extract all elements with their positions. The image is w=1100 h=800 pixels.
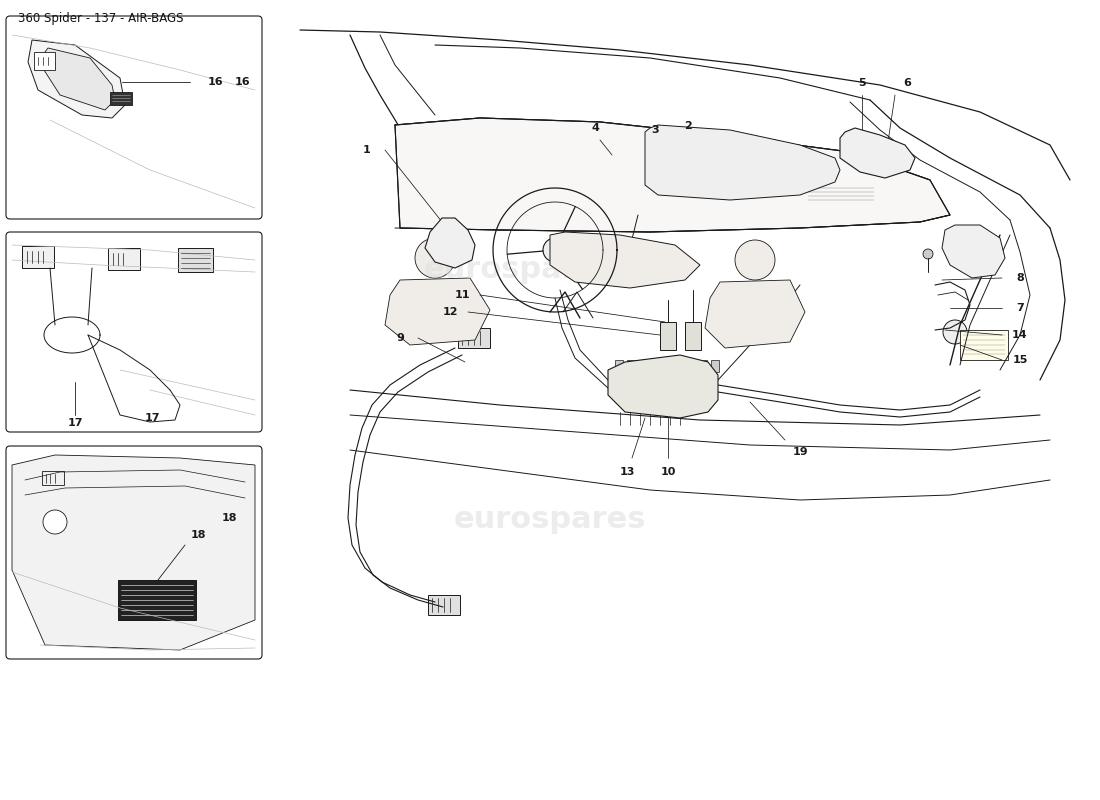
Bar [960,330,1008,360]
Polygon shape [608,355,718,418]
Text: 360 Spider - 137 - AIR-BAGS: 360 Spider - 137 - AIR-BAGS [18,12,184,25]
Text: eurospares: eurospares [424,255,616,285]
Text: 13: 13 [619,467,635,477]
Circle shape [954,234,990,270]
Bar [615,360,623,372]
Bar [22,246,54,268]
Text: 1: 1 [363,145,371,155]
Text: 15: 15 [1012,355,1027,365]
Bar [698,360,707,372]
Text: 10: 10 [660,467,675,477]
Bar [805,185,877,205]
Text: 6: 6 [903,78,911,88]
FancyBboxPatch shape [6,232,262,432]
Text: 16: 16 [208,77,223,87]
Circle shape [43,510,67,534]
Text: 11: 11 [454,290,470,300]
Polygon shape [705,280,805,348]
Text: 17: 17 [67,418,82,428]
Polygon shape [645,125,840,200]
FancyBboxPatch shape [6,446,262,659]
Text: 4: 4 [591,123,598,133]
Bar [639,360,647,372]
Text: 14: 14 [1012,330,1027,340]
Bar [711,360,719,372]
Bar [660,322,676,350]
Text: 16: 16 [235,77,251,87]
Circle shape [735,240,776,280]
Text: eurospares: eurospares [453,506,647,534]
Text: 17: 17 [144,413,159,423]
Bar [675,360,683,372]
Bar [428,595,460,615]
Text: 18: 18 [190,530,206,540]
Polygon shape [840,128,915,178]
Bar [627,360,635,372]
Circle shape [415,238,455,278]
Polygon shape [44,48,116,110]
Polygon shape [942,225,1005,278]
Bar [118,580,196,620]
Bar [651,360,659,372]
Text: 12: 12 [442,307,458,317]
Text: 9: 9 [396,333,404,343]
Bar [688,360,695,372]
Circle shape [792,152,832,192]
Text: 19: 19 [792,447,807,457]
Polygon shape [110,92,132,105]
Bar [42,471,64,485]
Bar [178,248,213,272]
Polygon shape [385,278,490,345]
FancyBboxPatch shape [6,16,262,219]
Polygon shape [34,52,55,70]
Circle shape [543,238,566,262]
Text: 7: 7 [1016,303,1024,313]
Polygon shape [425,218,475,268]
Text: 3: 3 [651,125,659,135]
Circle shape [923,249,933,259]
Circle shape [706,140,750,184]
Circle shape [657,137,707,187]
Circle shape [632,206,644,218]
Polygon shape [28,40,125,118]
Text: 2: 2 [684,121,692,131]
Bar [458,328,490,348]
Text: 18: 18 [222,513,238,523]
Circle shape [750,140,794,184]
Bar [685,322,701,350]
Text: 8: 8 [1016,273,1024,283]
Polygon shape [12,455,255,650]
Polygon shape [395,118,950,232]
Circle shape [943,320,967,344]
Bar [108,248,140,270]
Polygon shape [550,232,700,288]
Text: 5: 5 [858,78,866,88]
Bar [663,360,671,372]
